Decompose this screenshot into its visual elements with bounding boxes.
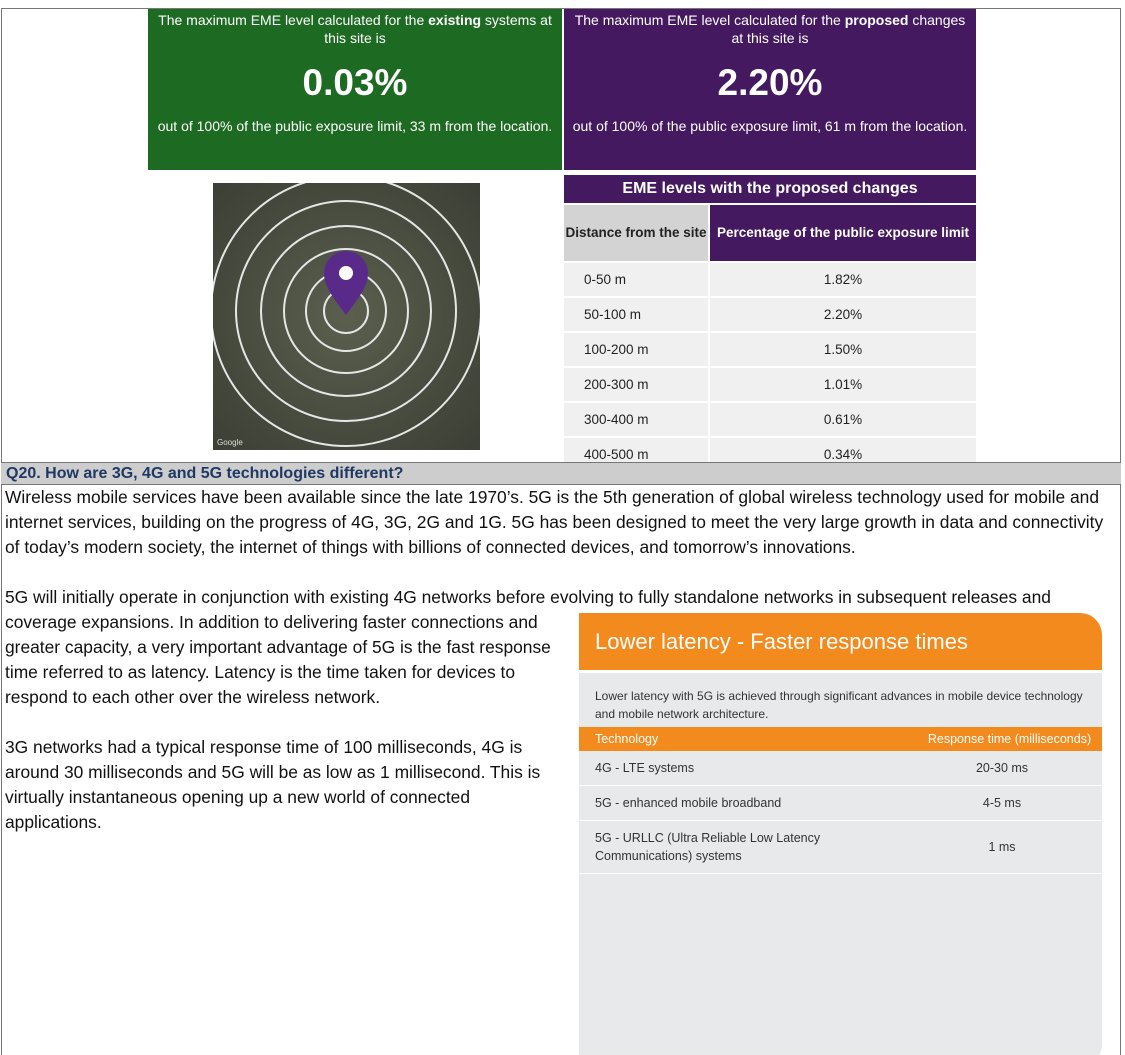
proposed-value: 2.20% <box>572 53 968 113</box>
question-title: Q20. How are 3G, 4G and 5G technologies … <box>1 462 1121 485</box>
table-cell: 1 ms <box>902 821 1102 874</box>
text: The maximum EME level calculated for the <box>575 12 845 28</box>
eme-table: EME levels with the proposed changes Dis… <box>564 173 976 473</box>
proposed-box: The maximum EME level calculated for the… <box>564 9 976 170</box>
table-cell: 50-100 m <box>564 298 708 331</box>
text: proposed <box>845 12 909 28</box>
panel-intro: Lower latency with 5G is achieved throug… <box>579 687 1102 727</box>
table-cell: 1.82% <box>708 263 976 296</box>
existing-value: 0.03% <box>156 53 554 113</box>
document: The maximum EME level calculated for the… <box>0 0 1125 1055</box>
table-cell: 20-30 ms <box>902 751 1102 786</box>
site-map: Google <box>213 183 480 450</box>
text: existing <box>428 12 481 28</box>
paragraph: Wireless mobile services have been avail… <box>5 485 1117 560</box>
table-cell: 300-400 m <box>564 403 708 436</box>
proposed-note: out of 100% of the public exposure limit… <box>572 117 968 135</box>
table-cell: 200-300 m <box>564 368 708 401</box>
table-cell: 2.20% <box>708 298 976 331</box>
table-cell: 0-50 m <box>564 263 708 296</box>
table-cell: 4G - LTE systems <box>579 751 902 786</box>
text: The maximum EME level calculated for the <box>158 12 428 28</box>
table-cell: 5G - URLLC (Ultra Reliable Low Latency C… <box>579 821 902 874</box>
table-cell: 1.50% <box>708 333 976 366</box>
table-cell: 100-200 m <box>564 333 708 366</box>
map-credit: Google <box>217 438 243 447</box>
table-row: 5G - URLLC (Ultra Reliable Low Latency C… <box>579 821 1102 874</box>
table-header: Technology <box>579 727 902 751</box>
table-cell: 1.01% <box>708 368 976 401</box>
existing-intro: The maximum EME level calculated for the… <box>156 11 554 47</box>
table-header: Percentage of the public exposure limit <box>708 205 976 261</box>
table-cell: 0.61% <box>708 403 976 436</box>
proposed-intro: The maximum EME level calculated for the… <box>572 11 968 47</box>
panel-title: Lower latency - Faster response times <box>579 613 1102 670</box>
page: The maximum EME level calculated for the… <box>0 0 1125 1055</box>
table-header: Response time (milliseconds) <box>902 727 1102 751</box>
table-title: EME levels with the proposed changes <box>564 175 976 203</box>
existing-note: out of 100% of the public exposure limit… <box>156 117 554 135</box>
latency-panel: Lower latency - Faster response times Lo… <box>579 613 1102 1055</box>
table-cell: 5G - enhanced mobile broadband <box>579 786 902 821</box>
panel-body: Lower latency with 5G is achieved throug… <box>579 673 1102 1055</box>
table-cell: 4-5 ms <box>902 786 1102 821</box>
table-header: Distance from the site <box>564 205 708 261</box>
answer: Wireless mobile services have been avail… <box>5 485 1117 1055</box>
existing-box: The maximum EME level calculated for the… <box>148 9 562 170</box>
pin-dot <box>339 266 353 280</box>
